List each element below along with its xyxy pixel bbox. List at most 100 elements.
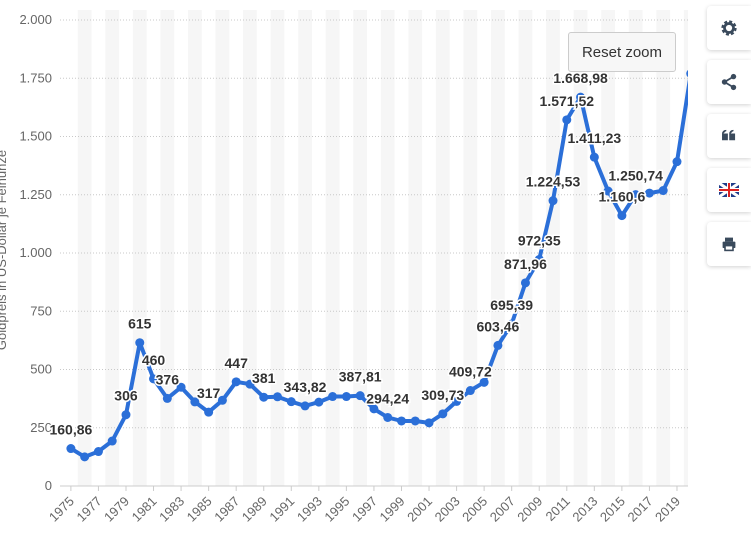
- band: [601, 10, 615, 486]
- y-tick-label: 750: [30, 303, 52, 318]
- point: [369, 404, 379, 414]
- band: [215, 10, 230, 486]
- point: [672, 157, 682, 167]
- point: [355, 391, 365, 401]
- point: [93, 447, 103, 457]
- data-label: 409,72: [449, 364, 492, 380]
- point: [465, 386, 475, 396]
- point: [273, 392, 283, 402]
- bands: [77, 10, 688, 486]
- data-label: 603,46: [476, 318, 519, 334]
- point: [534, 254, 544, 264]
- data-label: 1.571,52: [540, 93, 595, 109]
- y-tick-label: 250: [30, 420, 52, 435]
- point: [383, 412, 393, 422]
- data-label: 695,39: [490, 297, 533, 313]
- x-tick-label: 1989: [239, 494, 270, 525]
- y-axis-label: Goldpreis in US-Dollar je Feinunze: [0, 150, 9, 350]
- x-tick-label: 1985: [184, 494, 215, 525]
- language-button[interactable]: [707, 168, 751, 212]
- band: [628, 10, 643, 486]
- band: [132, 10, 147, 486]
- point: [231, 377, 241, 387]
- y-tick-label: 1.750: [19, 70, 52, 85]
- x-tick-label: 1981: [129, 494, 160, 525]
- band: [105, 10, 120, 486]
- x-tick-label: 1991: [266, 494, 297, 525]
- data-label: 615: [128, 316, 152, 332]
- data-label: 972,35: [518, 232, 561, 248]
- x-tick-label: 2001: [404, 494, 435, 525]
- band: [408, 10, 423, 486]
- point: [314, 397, 324, 407]
- point: [658, 186, 668, 196]
- print-icon: [722, 237, 736, 252]
- x-tick-label: 1995: [321, 494, 352, 525]
- band: [380, 10, 395, 486]
- x-tick-label: 2011: [543, 494, 573, 524]
- band: [491, 10, 505, 486]
- x-tick-label: 1977: [74, 494, 105, 525]
- point: [603, 186, 613, 196]
- band: [325, 10, 340, 486]
- data-label: 160,86: [49, 422, 92, 438]
- point: [576, 92, 586, 102]
- y-tick-label: 1.500: [19, 129, 52, 144]
- point: [520, 278, 530, 288]
- data-label: 317: [197, 385, 221, 401]
- point: [410, 416, 420, 426]
- cite-button[interactable]: [707, 114, 751, 158]
- point: [190, 397, 200, 407]
- point: [562, 115, 572, 125]
- share-button[interactable]: [707, 60, 751, 104]
- band: [298, 10, 312, 486]
- settings-button[interactable]: [707, 6, 751, 50]
- band: [187, 10, 202, 486]
- band: [683, 10, 688, 486]
- point: [631, 190, 641, 200]
- band: [243, 10, 257, 486]
- y-tick-label: 2.000: [19, 12, 52, 27]
- data-label: 460: [142, 352, 166, 368]
- data-label: 1.250,74: [608, 168, 663, 184]
- point: [424, 418, 434, 428]
- reset-zoom-button[interactable]: Reset zoom: [568, 32, 676, 72]
- gear-icon: [721, 20, 737, 36]
- x-tick-label: 2003: [432, 494, 463, 525]
- data-label: 1.668,98: [553, 70, 608, 86]
- point: [204, 407, 214, 417]
- data-label: 1.411,23: [567, 130, 621, 146]
- band: [435, 10, 450, 486]
- point: [493, 340, 503, 350]
- band: [518, 10, 533, 486]
- point: [328, 392, 338, 402]
- data-label: 306: [114, 388, 138, 404]
- point: [217, 395, 227, 405]
- point: [452, 396, 462, 406]
- y-tick-label: 0: [45, 478, 52, 493]
- band: [353, 10, 368, 486]
- y-tick-label: 1.250: [19, 187, 52, 202]
- x-tick-label: 1999: [377, 494, 408, 525]
- point: [396, 416, 406, 426]
- data-label: 376: [156, 371, 180, 387]
- band: [656, 10, 671, 486]
- band: [573, 10, 588, 486]
- plot: [66, 70, 688, 462]
- data-label: 294,24: [366, 390, 409, 406]
- data-label: 387,81: [339, 369, 382, 385]
- x-tick-label: 1997: [349, 494, 380, 525]
- x-tick-label: 1975: [46, 494, 77, 525]
- point: [617, 211, 627, 221]
- share-icon: [721, 73, 737, 91]
- point: [341, 392, 351, 402]
- data-label: 447: [225, 355, 249, 371]
- data-label: 381: [252, 370, 276, 386]
- point: [686, 70, 688, 78]
- print-button[interactable]: [707, 222, 751, 266]
- data-label: 343,82: [284, 379, 327, 395]
- data-label: 871,96: [504, 256, 547, 272]
- x-tick-label: 2009: [514, 494, 545, 525]
- point: [107, 436, 117, 446]
